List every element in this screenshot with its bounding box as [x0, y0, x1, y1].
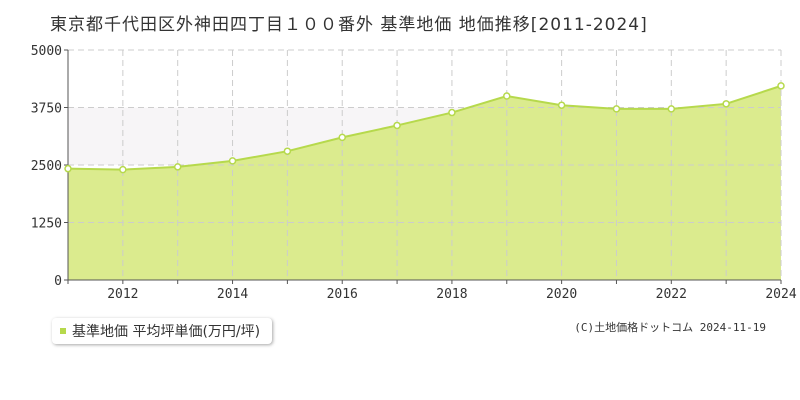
data-point	[228, 157, 237, 165]
data-point	[667, 105, 676, 113]
x-tick-label: 2024	[765, 287, 796, 302]
series-area	[68, 85, 781, 280]
legend-label: 基準地価 平均坪単価(万円/坪)	[72, 324, 261, 340]
copyright-text: (C)土地価格ドットコム 2024-11-19	[574, 321, 766, 334]
data-point	[503, 92, 511, 100]
data-point	[64, 164, 72, 173]
x-tick-label: 2022	[656, 287, 687, 302]
plot-band-top	[68, 50, 781, 108]
data-point	[283, 147, 292, 155]
x-tick-label: 2016	[327, 287, 358, 302]
data-point	[393, 121, 401, 130]
y-tick-label: 2500	[31, 159, 62, 174]
data-point	[722, 100, 730, 108]
chart-title: 東京都千代田区外神田四丁目１００番外 基準地価 地価推移[2011-2024]	[50, 15, 648, 35]
y-tick-label: 1250	[31, 217, 62, 232]
legend: 基準地価 平均坪単価(万円/坪)	[52, 318, 273, 344]
x-tick-label: 2012	[107, 287, 138, 302]
data-point	[612, 105, 621, 113]
data-point	[338, 133, 346, 142]
y-tick-label: 0	[54, 274, 62, 289]
data-point	[557, 101, 566, 109]
x-tick-label: 2018	[436, 287, 467, 302]
series-line	[67, 84, 782, 171]
y-tick-label: 3750	[31, 102, 62, 117]
data-point	[119, 165, 127, 174]
data-point	[448, 108, 456, 117]
legend-swatch	[60, 328, 66, 334]
y-tick-label: 5000	[31, 44, 62, 59]
x-tick-label: 2014	[217, 287, 248, 302]
data-point	[777, 82, 785, 90]
data-point	[173, 163, 182, 171]
x-tick-label: 2020	[546, 287, 577, 302]
